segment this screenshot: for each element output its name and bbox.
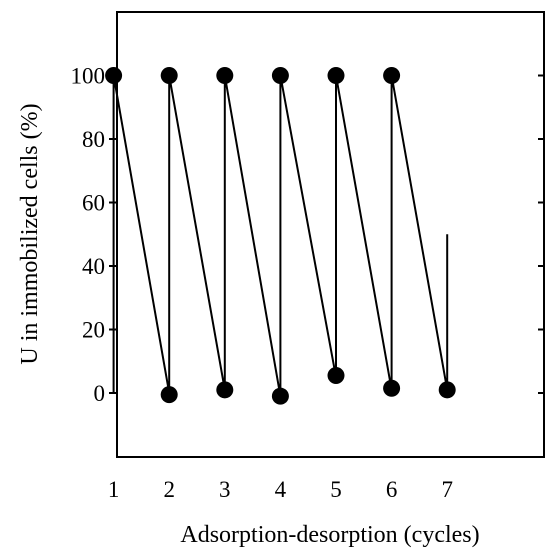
data-point (327, 67, 345, 84)
x-tick-label: 3 (219, 477, 231, 502)
x-tick-label: 2 (163, 477, 175, 502)
y-axis-label: U in immobilized cells (%) (17, 103, 43, 364)
data-point (271, 67, 289, 84)
series-line (112, 75, 449, 397)
data-series (105, 67, 456, 405)
data-point (216, 381, 234, 399)
y-tick-label: 40 (82, 254, 105, 279)
plot-frame (116, 11, 545, 458)
data-point (438, 381, 456, 399)
y-tick-label: 0 (94, 381, 106, 406)
data-point (383, 379, 401, 397)
data-point (216, 67, 234, 84)
y-tick-label: 80 (82, 127, 105, 152)
x-axis-ticks: 1 2 3 4 5 6 7 (108, 477, 453, 502)
x-axis-label: Adsorption-desorption (cycles) (180, 522, 479, 548)
x-tick-label: 1 (108, 477, 120, 502)
data-point (105, 67, 123, 84)
y-tick-label: 100 (71, 64, 106, 89)
x-tick-label: 6 (386, 477, 398, 502)
data-point (271, 387, 289, 405)
data-point (160, 67, 178, 84)
y-axis-ticks: 0 20 40 60 80 100 (71, 64, 544, 406)
x-tick-label: 5 (330, 477, 342, 502)
data-point (327, 367, 345, 385)
x-tick-label: 7 (441, 477, 453, 502)
data-point (383, 67, 401, 84)
data-point (160, 386, 178, 404)
x-tick-label: 4 (275, 477, 287, 502)
y-tick-label: 20 (82, 318, 105, 343)
y-tick-label: 60 (82, 191, 105, 216)
